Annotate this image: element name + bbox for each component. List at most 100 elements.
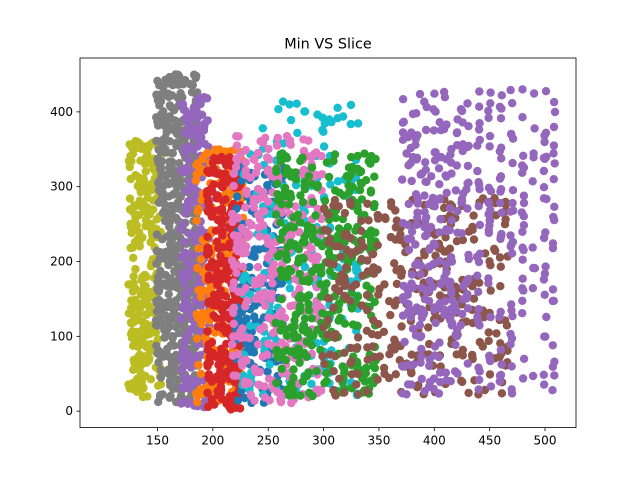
data-point: [186, 363, 196, 372]
data-point: [237, 288, 247, 297]
data-point: [167, 355, 176, 365]
data-point: [424, 200, 434, 209]
data-point: [385, 350, 394, 359]
data-point: [191, 176, 201, 185]
data-point: [313, 183, 322, 192]
data-point: [353, 343, 362, 352]
data-point: [180, 128, 189, 137]
data-point: [391, 235, 400, 244]
data-point: [300, 314, 310, 323]
data-point: [160, 333, 169, 342]
data-point: [484, 113, 493, 123]
data-point: [508, 99, 517, 108]
data-point: [549, 97, 559, 107]
data-point: [221, 292, 231, 301]
data-point: [519, 191, 529, 200]
data-point: [474, 257, 484, 267]
data-point: [550, 371, 559, 380]
data-point: [335, 242, 344, 251]
data-point: [497, 143, 506, 152]
data-point: [529, 149, 538, 158]
data-point: [400, 337, 409, 347]
data-point: [391, 223, 400, 232]
data-point: [130, 317, 139, 326]
data-point: [469, 235, 479, 244]
data-point: [287, 323, 296, 332]
x-tick-label: 500: [534, 434, 557, 448]
data-point: [307, 341, 316, 350]
data-point: [161, 75, 170, 85]
data-point: [435, 180, 444, 189]
data-point: [250, 280, 259, 289]
data-point: [209, 311, 218, 320]
data-point: [203, 232, 212, 241]
data-point: [255, 232, 264, 241]
data-point: [196, 255, 206, 264]
data-point: [430, 89, 439, 98]
data-point: [518, 284, 527, 293]
data-point: [346, 296, 355, 306]
data-point: [194, 244, 203, 253]
data-point: [277, 279, 286, 288]
data-point: [203, 167, 212, 176]
data-point: [475, 321, 484, 330]
data-point: [549, 122, 559, 132]
data-point: [329, 367, 338, 376]
data-point: [336, 252, 345, 261]
data-point: [439, 203, 449, 213]
data-point: [464, 250, 473, 260]
data-point: [347, 356, 356, 366]
data-point: [273, 179, 282, 188]
data-point: [130, 238, 140, 247]
data-point: [232, 141, 242, 150]
data-point: [357, 237, 366, 247]
data-point: [218, 227, 227, 236]
data-point: [370, 200, 379, 209]
data-point: [185, 109, 194, 119]
data-point: [347, 304, 356, 313]
data-point: [519, 151, 528, 160]
data-point: [341, 277, 350, 287]
data-point: [435, 338, 444, 347]
plot-frame: [79, 57, 577, 429]
data-point: [152, 341, 161, 351]
data-point: [424, 262, 434, 271]
data-point: [518, 296, 527, 305]
data-point: [292, 99, 301, 108]
data-point: [391, 370, 400, 379]
data-point: [129, 253, 138, 263]
data-point: [171, 71, 181, 81]
data-point: [165, 239, 175, 249]
data-point: [475, 278, 484, 287]
data-point: [408, 306, 418, 315]
data-point: [228, 209, 237, 219]
data-point: [333, 177, 343, 186]
data-point: [282, 346, 291, 355]
data-point: [265, 360, 274, 369]
data-point: [519, 221, 529, 230]
data-point: [316, 386, 326, 395]
data-point: [133, 181, 142, 191]
data-point: [226, 360, 235, 369]
data-point: [548, 362, 558, 371]
data-point: [196, 292, 206, 302]
data-point: [457, 198, 466, 207]
data-point: [177, 137, 186, 147]
data-point: [458, 309, 467, 319]
data-point: [463, 99, 472, 108]
data-point: [172, 182, 181, 191]
data-point: [197, 195, 206, 205]
data-point: [475, 220, 485, 230]
data-point: [253, 210, 263, 219]
data-point: [229, 371, 238, 380]
data-point: [402, 149, 411, 158]
data-point: [138, 383, 148, 392]
data-point: [464, 274, 473, 284]
data-point: [539, 183, 549, 192]
data-point: [539, 233, 549, 243]
data-point: [360, 149, 369, 158]
data-point: [293, 210, 303, 219]
data-point: [279, 139, 288, 148]
data-point: [273, 196, 282, 205]
data-point: [272, 141, 282, 150]
